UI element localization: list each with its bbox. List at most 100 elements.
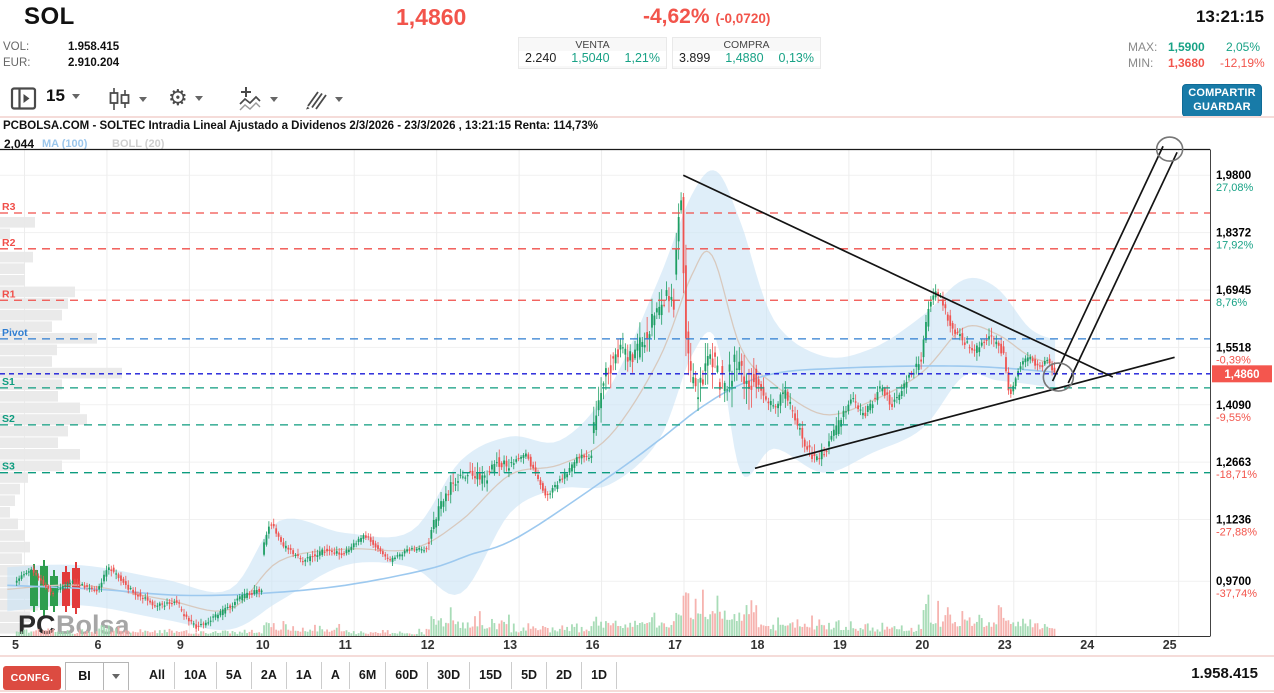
config-button[interactable]: CONFG. bbox=[3, 666, 61, 690]
candlestick-icon bbox=[109, 88, 130, 110]
x-axis-label-19: 19 bbox=[833, 638, 847, 652]
bottom-toolbar: CONFG. BI All 10A 5A 2A 1A A 6M 60D 30D 15D 5D 2D 1D… bbox=[0, 655, 1274, 693]
eur-label: EUR: bbox=[3, 57, 31, 69]
draw-tools-button[interactable] bbox=[302, 86, 343, 112]
ask-header: VENTA bbox=[575, 39, 610, 51]
period-button-6m[interactable]: 6M bbox=[350, 662, 387, 689]
period-button-2a[interactable]: 2A bbox=[252, 662, 287, 689]
panel-toggle-button[interactable] bbox=[10, 86, 38, 111]
bid-size: 3.899 bbox=[679, 51, 711, 65]
volume-profile-bar bbox=[0, 623, 20, 634]
x-axis-label-24: 24 bbox=[1080, 638, 1094, 652]
x-axis-label-20: 20 bbox=[915, 638, 929, 652]
x-axis-label-18: 18 bbox=[751, 638, 765, 652]
apex-circle[interactable] bbox=[1042, 362, 1075, 392]
y-axis-percent-label: -0,39% bbox=[1216, 354, 1251, 366]
period-button-a[interactable]: A bbox=[322, 662, 350, 689]
period-button-1d[interactable]: 1D bbox=[582, 662, 618, 689]
save-label: GUARDAR bbox=[1193, 101, 1251, 113]
toolbar-separator bbox=[0, 116, 1274, 118]
volume-profile-bar bbox=[0, 344, 57, 356]
eur-value: 2.910.204 bbox=[68, 57, 120, 69]
period-button-1a[interactable]: 1A bbox=[287, 662, 322, 689]
volume-profile-bar bbox=[0, 367, 122, 379]
volume-profile-bar bbox=[0, 251, 33, 263]
min-label: MIN: bbox=[1128, 56, 1154, 70]
volume-profile-bar bbox=[0, 518, 18, 530]
max-row: MAX: 1,5900 2,05% bbox=[1128, 40, 1260, 54]
trendline-descending-resistance[interactable] bbox=[682, 174, 1114, 378]
gear-icon: ⚙ bbox=[168, 85, 188, 110]
ma-legend[interactable]: MA (100) bbox=[42, 138, 88, 150]
period-button-30d[interactable]: 30D bbox=[428, 662, 471, 689]
bottom-separator bbox=[0, 690, 1274, 692]
settings-button[interactable]: ⚙ bbox=[168, 86, 203, 110]
y-axis-price-label: 1,8372 bbox=[1216, 228, 1251, 240]
min-percent: -12,19% bbox=[1220, 56, 1265, 70]
trendline-ascending-support[interactable] bbox=[754, 356, 1175, 470]
period-button-group: All 10A 5A 2A 1A A 6M 60D 30D 15D 5D 2D 1D bbox=[140, 662, 618, 689]
y-axis-price-label: 1,5518 bbox=[1216, 342, 1252, 354]
volume-profile-bar bbox=[0, 541, 30, 553]
x-axis-label-6: 6 bbox=[94, 638, 101, 652]
boll-mid-line bbox=[7, 250, 1056, 612]
pivot-label-s1: S1 bbox=[2, 376, 15, 388]
pivot-label-r2: R2 bbox=[2, 237, 16, 249]
share-label: COMPARTIR bbox=[1188, 87, 1256, 99]
volume-profile-bar bbox=[0, 611, 30, 622]
bid-percent: 0,13% bbox=[778, 51, 814, 65]
min-row: MIN: 1,3680 -12,19% bbox=[1128, 56, 1265, 70]
x-axis-label-12: 12 bbox=[421, 638, 435, 652]
bollinger-band-fill bbox=[7, 170, 1056, 631]
boll-legend[interactable]: BOLL (20) bbox=[112, 138, 165, 150]
x-axis-label-17: 17 bbox=[668, 638, 682, 652]
x-axis-label-23: 23 bbox=[998, 638, 1012, 652]
period-button-all[interactable]: All bbox=[140, 662, 175, 689]
symbol-name: SOL bbox=[24, 3, 75, 30]
volume-profile-bar bbox=[0, 298, 68, 309]
volume-profile-bar bbox=[0, 286, 75, 298]
y-axis-price-label: 1,4090 bbox=[1216, 400, 1251, 412]
eur-row: EUR: 2.910.204 bbox=[3, 57, 119, 69]
y-axis-price-label: 1,9800 bbox=[1216, 170, 1251, 182]
period-button-5a[interactable]: 5A bbox=[217, 662, 252, 689]
chart-type-selector[interactable] bbox=[106, 86, 147, 112]
max-percent: 2,05% bbox=[1226, 40, 1261, 54]
pivot-label-r3: R3 bbox=[2, 201, 16, 213]
trendline-breakout-channel-1[interactable] bbox=[1051, 145, 1164, 382]
change-percent: -4,62% bbox=[643, 5, 710, 28]
period-button-5d[interactable]: 5D bbox=[512, 662, 548, 689]
volume-row: VOL: 1.958.415 bbox=[3, 41, 119, 53]
add-indicator-icon bbox=[239, 87, 261, 111]
interval-selector[interactable]: 15 bbox=[46, 86, 80, 106]
trendline-breakout-channel-2[interactable] bbox=[1067, 151, 1178, 384]
volume-profile-bar bbox=[0, 530, 25, 541]
target-circle[interactable] bbox=[1155, 136, 1184, 162]
chart-style-dropdown[interactable]: BI bbox=[65, 662, 129, 691]
period-button-60d[interactable]: 60D bbox=[386, 662, 429, 689]
pivot-label-pivot: Pivot bbox=[2, 327, 28, 339]
bid-price: 1,4880 bbox=[725, 51, 764, 65]
volume-profile-bar bbox=[0, 379, 62, 390]
period-button-10a[interactable]: 10A bbox=[175, 662, 217, 689]
x-axis-label-25: 25 bbox=[1163, 638, 1177, 652]
vol-value: 1.958.415 bbox=[68, 41, 120, 53]
volume-profile-bar bbox=[0, 507, 10, 518]
period-button-2d[interactable]: 2D bbox=[547, 662, 583, 689]
share-save-button[interactable]: COMPARTIR GUARDAR bbox=[1182, 84, 1262, 117]
chevron-down-icon bbox=[270, 96, 278, 102]
volume-bars-layer bbox=[15, 589, 1056, 637]
y-axis-percent-label: -27,88% bbox=[1216, 527, 1257, 539]
bid-box[interactable]: COMPRA 3.899 1,4880 0,13% bbox=[672, 37, 821, 69]
add-indicator-button[interactable] bbox=[237, 86, 278, 112]
ask-box[interactable]: VENTA 2.240 1,5040 1,21% bbox=[518, 37, 667, 69]
current-price-badge-text: 1,4860 bbox=[1224, 369, 1259, 381]
period-button-15d[interactable]: 15D bbox=[470, 662, 513, 689]
x-axis-label-16: 16 bbox=[586, 638, 600, 652]
x-axis-label-9: 9 bbox=[177, 638, 184, 652]
y-axis-price-label: 1,2663 bbox=[1216, 457, 1251, 469]
volume-profile-bar bbox=[0, 321, 52, 332]
volume-profile-bar bbox=[0, 425, 68, 437]
